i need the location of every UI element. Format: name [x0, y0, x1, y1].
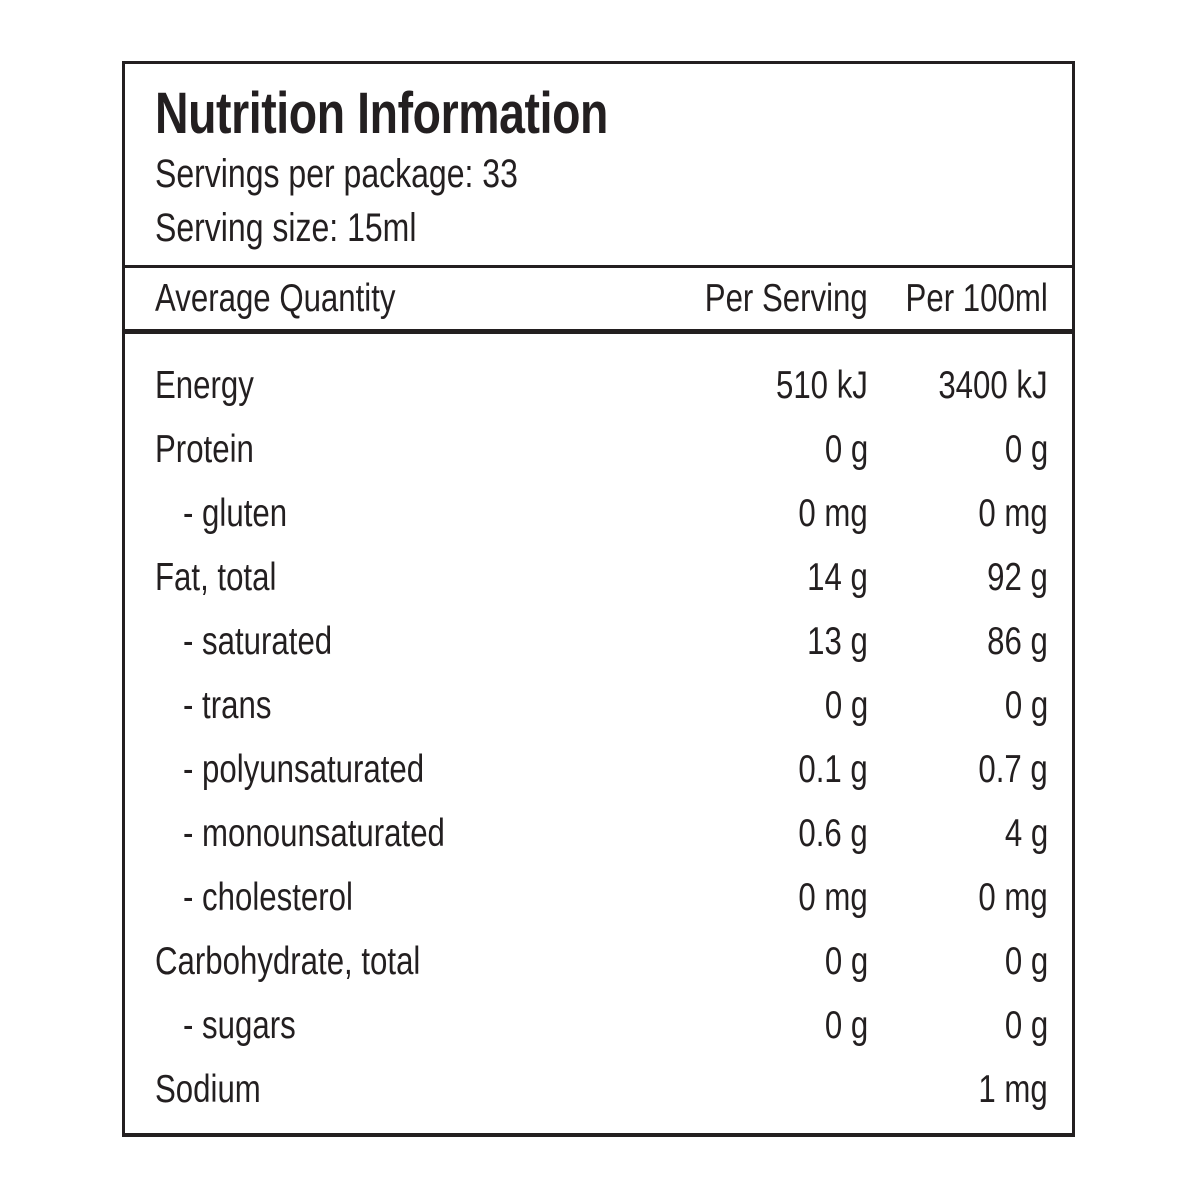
per-100ml-value: 86 g	[987, 620, 1048, 663]
table-row-carbohydrate-total: Carbohydrate, total 0 g 0 g	[125, 930, 1072, 994]
nutrient-label: - sugars	[183, 1004, 296, 1047]
per-serving-value: 0 g	[824, 1004, 868, 1047]
column-header-per-100ml: Per 100ml	[905, 276, 1048, 320]
servings-per-package-line: Servings per package: 33	[155, 151, 518, 196]
nutrient-label: Energy	[155, 364, 254, 407]
nutrient-label: - saturated	[183, 620, 333, 663]
per-serving-value: 0 g	[824, 940, 868, 983]
table-row-trans: - trans 0 g 0 g	[125, 674, 1072, 738]
nutrient-label: - polyunsaturated	[183, 748, 425, 791]
per-serving-value: 14 g	[807, 556, 868, 599]
per-100ml-value: 0 g	[1004, 1004, 1048, 1047]
label-header: Nutrition Information Servings per packa…	[125, 64, 1072, 268]
nutrient-label: Carbohydrate, total	[155, 940, 421, 983]
nutrient-label: Protein	[155, 428, 254, 471]
page-title-text: Nutrition Information	[155, 81, 608, 146]
table-row-energy: Energy 510 kJ 3400 kJ	[125, 354, 1072, 418]
per-100ml-value: 4 g	[1004, 812, 1048, 855]
per-100ml-value: 3400 kJ	[938, 364, 1048, 407]
nutrient-label: - cholesterol	[183, 876, 353, 919]
per-serving-value: 0.1 g	[798, 748, 868, 791]
per-100ml-value: 0 g	[1004, 940, 1048, 983]
per-100ml-value: 0.7 g	[978, 748, 1048, 791]
table-row-sugars: - sugars 0 g 0 g	[125, 994, 1072, 1058]
nutrient-label: - gluten	[183, 492, 288, 535]
per-serving-value: 0 mg	[798, 876, 868, 919]
nutrient-table: Energy 510 kJ 3400 kJ Protein 0 g 0 g - …	[125, 334, 1072, 1122]
per-serving-value: 510 kJ	[776, 364, 868, 407]
per-serving-value: 0 mg	[798, 492, 868, 535]
column-header-per-serving: Per Serving	[704, 276, 868, 320]
per-100ml-value: 0 mg	[978, 492, 1048, 535]
nutrient-label: Fat, total	[155, 556, 277, 599]
table-row-polyunsaturated: - polyunsaturated 0.1 g 0.7 g	[125, 738, 1072, 802]
per-100ml-value: 0 g	[1004, 684, 1048, 727]
per-serving-value: 0 g	[824, 428, 868, 471]
table-row-gluten: - gluten 0 mg 0 mg	[125, 482, 1072, 546]
per-100ml-value: 0 mg	[978, 876, 1048, 919]
per-100ml-value: 92 g	[987, 556, 1048, 599]
per-serving-value: 0.6 g	[798, 812, 868, 855]
per-serving-value: 13 g	[807, 620, 868, 663]
table-row-monounsaturated: - monounsaturated 0.6 g 4 g	[125, 802, 1072, 866]
nutrient-label: - monounsaturated	[183, 812, 445, 855]
table-row-fat-total: Fat, total 14 g 92 g	[125, 546, 1072, 610]
column-header-average-quantity: Average Quantity	[155, 276, 396, 320]
serving-size-line: Serving size: 15ml	[155, 206, 417, 251]
per-100ml-value: 0 g	[1004, 428, 1048, 471]
nutrient-label: Sodium	[155, 1068, 261, 1111]
per-100ml-value: 1 mg	[978, 1068, 1048, 1111]
table-row-saturated: - saturated 13 g 86 g	[125, 610, 1072, 674]
per-serving-value: 0 g	[824, 684, 868, 727]
table-column-header: Average Quantity Per Serving Per 100ml	[125, 268, 1072, 334]
page-title: Nutrition Information	[155, 81, 1042, 147]
nutrition-label-panel: Nutrition Information Servings per packa…	[122, 61, 1075, 1137]
table-row-cholesterol: - cholesterol 0 mg 0 mg	[125, 866, 1072, 930]
table-row-protein: Protein 0 g 0 g	[125, 418, 1072, 482]
table-row-sodium: Sodium 1 mg	[125, 1058, 1072, 1122]
nutrient-label: - trans	[183, 684, 272, 727]
